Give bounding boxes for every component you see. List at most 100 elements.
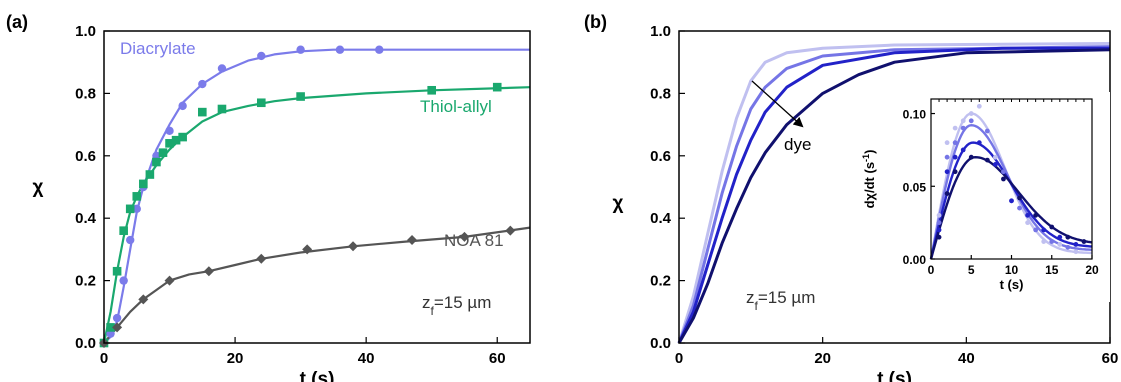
panel-b-ytick-label: 0.2	[650, 273, 671, 290]
inset-data-point	[1017, 195, 1022, 201]
inset-data-point	[1033, 212, 1039, 218]
inset-frame	[930, 98, 1093, 260]
panel-b-ytick-label: 0.4	[650, 210, 672, 227]
inset-x-axis-label: t (s)	[1000, 277, 1024, 292]
data-point-thiol-allyl	[112, 266, 122, 276]
data-point-thiol-allyl	[106, 323, 115, 332]
inset-rate-plot: 0 5 10 15 20 0.00 0.05 0.10 t (s) dχ/dt (s-1)	[860, 92, 1110, 302]
inset-data-point	[968, 118, 974, 124]
inset-data-point	[1041, 239, 1047, 244]
legend-label-diacrylate: Diacrylate	[120, 39, 196, 58]
inset-data-point	[993, 162, 998, 167]
inset-data-point	[960, 125, 966, 131]
data-point-thiol-allyl	[427, 85, 436, 95]
panel-a-frame	[103, 30, 531, 344]
data-point-thiol-allyl	[119, 226, 128, 235]
panel-b-label: (b)	[584, 12, 607, 32]
inset-data-point	[1081, 239, 1087, 244]
annotation-suffix: =15 µm	[758, 288, 816, 307]
data-point-thiol-allyl	[139, 179, 148, 189]
panel-a-xtick-label: 0	[100, 350, 108, 367]
data-point-thiol-allyl	[132, 192, 142, 201]
panel-b-ytick-label: 0.0	[650, 335, 671, 352]
inset-data-point	[984, 157, 990, 163]
inset-data-point	[944, 140, 950, 146]
inset-data-point	[944, 169, 950, 175]
inset-series-line	[929, 155, 1093, 260]
panel-a-ytick-label: 0.2	[75, 273, 96, 290]
data-point-diacrylate	[217, 64, 227, 73]
data-point-diacrylate	[335, 45, 345, 54]
inset-data-point	[1057, 234, 1063, 240]
annotation-subscript: f	[431, 304, 435, 318]
inset-data-point	[952, 140, 958, 146]
data-point-noa81	[348, 241, 359, 252]
inset-ytick-label: 0.05	[903, 180, 927, 194]
inset-data-point	[944, 154, 950, 160]
panel-b-ytick-label: 1.0	[650, 23, 671, 40]
data-point-diacrylate	[119, 276, 128, 285]
data-point-thiol-allyl	[152, 157, 161, 167]
inset-data-point	[960, 147, 966, 153]
data-point-thiol-allyl	[217, 104, 227, 114]
data-point-thiol-allyl	[165, 139, 174, 148]
dye-series-line	[677, 48, 1111, 344]
inset-data-point	[1073, 242, 1079, 247]
inset-data-point	[936, 220, 942, 226]
panel-b-focus-annotation: zf=15 µm	[746, 288, 815, 313]
data-point-diacrylate	[198, 79, 207, 89]
dye-label: dye	[784, 135, 811, 154]
panel-a-xtick-label: 20	[227, 350, 244, 367]
panel-b-xtick-label: 20	[814, 350, 831, 367]
data-point-noa81	[505, 225, 516, 236]
inset-xtick-label: 0	[928, 263, 935, 277]
panel-a-label: (a)	[6, 12, 28, 32]
inset-data-point	[952, 125, 958, 131]
inset-data-point	[993, 154, 998, 160]
data-point-thiol-allyl	[171, 135, 181, 145]
annotation-suffix: =15 µm	[434, 293, 492, 312]
inset-xtick-label: 20	[1085, 263, 1099, 277]
inset-data-point	[1033, 227, 1039, 233]
dye-trend-arrow	[751, 80, 804, 128]
data-point-noa81	[164, 275, 175, 286]
panel-b: (b) 0 20 40 60 0.0 0.2 0.4 0.6 0.8 1.0 t (s) χ dy…	[584, 12, 1118, 382]
panel-a: (a) 0 20 40 60 0.0 0.2 0.4 0.6 0.8 1.0 t (s) χ Di…	[6, 12, 531, 382]
data-point-diacrylate	[132, 204, 141, 214]
inset-data-point	[1065, 244, 1071, 250]
data-point-thiol-allyl	[296, 92, 305, 101]
series-line-diacrylate	[103, 48, 530, 344]
data-point-noa81	[256, 253, 267, 264]
inset-data-point	[968, 154, 974, 160]
data-point-diacrylate	[165, 126, 174, 136]
data-point-diacrylate	[257, 51, 266, 61]
panel-b-ytick-label: 0.8	[650, 85, 671, 102]
panel-b-y-axis-label: χ	[613, 193, 624, 214]
inset-ytick-label: 0.00	[903, 253, 927, 267]
legend-label-thiol-allyl: Thiol-allyl	[420, 97, 492, 116]
legend-label-noa81: NOA 81	[444, 231, 504, 250]
data-point-thiol-allyl	[125, 204, 135, 214]
panel-a-xtick-label: 60	[489, 350, 506, 367]
inset-ylabel-exponent: -1	[861, 154, 871, 162]
inset-data-point	[936, 234, 942, 240]
inset-xtick-label: 10	[1005, 263, 1019, 277]
inset-xtick-label: 15	[1045, 263, 1059, 277]
inset-data-point	[976, 103, 982, 109]
panel-a-ytick-label: 0.8	[75, 85, 96, 102]
data-point-diacrylate	[178, 101, 187, 111]
annotation-prefix: z	[746, 288, 755, 307]
data-point-thiol-allyl	[178, 132, 187, 142]
panel-b-ytick-label: 0.6	[650, 148, 671, 165]
data-point-noa81	[203, 266, 214, 277]
inset-data-point	[1001, 169, 1006, 175]
inset-data-point	[1001, 176, 1006, 182]
inset-ytick-label: 0.10	[903, 108, 927, 122]
inset-data-point	[1041, 227, 1047, 233]
data-point-thiol-allyl	[158, 148, 168, 157]
dye-series-line	[677, 46, 1110, 344]
inset-data-point	[944, 191, 950, 196]
inset-data-point	[1057, 242, 1063, 247]
dye-series-line	[677, 45, 1111, 344]
panel-a-ytick-label: 0.4	[75, 210, 97, 227]
